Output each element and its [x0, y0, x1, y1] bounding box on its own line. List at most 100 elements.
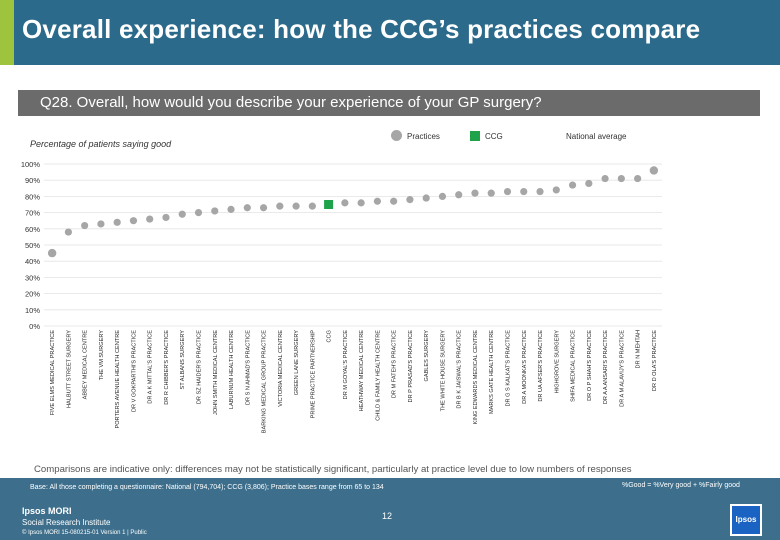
x-tick-label: VICTORIA MEDICAL CENTRE: [278, 330, 284, 407]
practice-dot: [64, 228, 72, 236]
brand-subname: Social Research Institute: [22, 518, 111, 527]
practice-dot: [194, 209, 203, 217]
y-tick-label: 50%: [25, 241, 40, 250]
x-tick-label: DR O P SHAH'S PRACTICE: [587, 330, 593, 401]
x-tick-label: ST ALBANS SURGERY: [180, 330, 186, 390]
legend-practices-label: Practices: [407, 132, 440, 141]
x-tick-label: PORTERS AVENUE HEALTH CENTRE: [115, 330, 121, 429]
practice-dot: [503, 187, 512, 196]
x-tick-label: PRIME PRACTICE PARTNERSHIP: [310, 330, 316, 419]
practice-dot: [113, 218, 121, 226]
practice-dot: [634, 174, 642, 183]
x-tick-label: BARKING MEDICAL GROUP PRACTICE: [262, 330, 268, 433]
practice-markers: [47, 166, 659, 258]
legend-national-label: National average: [566, 132, 627, 141]
x-tick-label: DR A K MITTAL'S PRACTICE: [148, 330, 154, 404]
legend-ccg-marker: [470, 131, 480, 141]
x-tick-label: DR R CHIBBER'S PRACTICE: [164, 330, 170, 405]
practice-comparison-chart: 0% 10% 20% 30% 40% 50% 60% 70% 80% 90% 100% FIVE E…: [21, 160, 662, 433]
accent-stripe: [0, 0, 14, 65]
x-tick-label: GREEN LANE SURGERY: [294, 330, 300, 395]
y-tick-label: 80%: [25, 192, 40, 201]
legend-practices-marker: [391, 130, 402, 141]
practice-dot: [455, 191, 463, 199]
ipsos-logo: Ipsos: [730, 504, 762, 536]
practice-dot: [129, 217, 138, 225]
practice-dot: [276, 202, 284, 210]
practice-dot: [292, 202, 300, 210]
practice-dot: [341, 199, 349, 207]
question-text: Q28. Overall, how would you describe you…: [40, 94, 542, 111]
y-tick-label: 40%: [25, 257, 40, 266]
practice-dot: [438, 192, 447, 200]
x-tick-label: HALBUTT STREET SURGERY: [66, 330, 72, 408]
practice-dot: [649, 166, 659, 175]
title-banner: Overall experience: how the CCG’s practi…: [0, 0, 780, 65]
x-tick-label: CCG: [327, 330, 333, 342]
x-tick-label: DR V GOKPARTHI'S PRACTICE: [131, 330, 137, 412]
practice-dot: [520, 187, 528, 196]
x-tick-label: DR M FATEH'S PRACTICE: [392, 330, 398, 398]
y-tick-label: 0%: [29, 322, 40, 331]
practice-dot: [81, 221, 89, 230]
practice-dot: [617, 174, 625, 183]
brand-name: Ipsos MORI: [22, 506, 72, 516]
practice-dot: [259, 204, 268, 212]
practice-dot: [146, 215, 154, 223]
x-tick-label: DR UA AFSER'S PRACTICE: [538, 330, 544, 402]
y-tick-label: 10%: [25, 306, 40, 315]
practice-dot: [406, 196, 414, 204]
y-tick-label: 90%: [25, 176, 40, 185]
x-tick-label: HEATHWAY MEDICAL CENTRE: [359, 330, 365, 412]
x-tick-label: DR A M ALAVIJY'S PRACTICE: [619, 330, 625, 407]
y-tick-label: 30%: [25, 273, 40, 282]
legend-ccg-label: CCG: [485, 132, 503, 141]
y-tick-label: 20%: [25, 290, 40, 299]
x-tick-label: KING EDWARDS MEDICAL CENTRE: [473, 330, 479, 425]
practice-dot: [308, 202, 316, 210]
practice-dot: [178, 210, 186, 218]
footer-bar: Base: All those completing a questionnai…: [0, 478, 780, 540]
practice-dot: [390, 197, 398, 205]
comparison-note: Comparisons are indicative only: differe…: [34, 464, 632, 475]
x-tick-label: HIGHGROVE SURGERY: [554, 330, 560, 394]
x-tick-label: DR N MEHTAH: [636, 330, 642, 368]
practice-dot: [47, 248, 57, 258]
practice-dot: [585, 179, 593, 188]
x-tick-label: ABBEY MEDICAL CENTRE: [83, 330, 89, 400]
ccg-marker: [324, 200, 334, 209]
practice-dot: [357, 199, 365, 207]
x-tick-label: DR A MOONKA'S PRACTICE: [522, 330, 528, 404]
practice-dot: [243, 204, 251, 212]
practice-dot: [373, 197, 381, 205]
x-tick-label: CHILD & FAMILY HEALTH CENTRE: [375, 330, 381, 421]
x-tick-label: DR B K JAISWAL'S PRACTICE: [457, 330, 463, 409]
y-tick-label: 100%: [21, 160, 41, 169]
x-tick-label: JOHN SMITH MEDICAL CENTRE: [213, 330, 219, 415]
y-tick-label: 60%: [25, 225, 40, 234]
x-tick-label: SHIFA MEDICAL PRACTICE: [571, 330, 577, 402]
x-tick-label: DR SZ HAIDER'S PRACTICE: [197, 330, 203, 404]
y-axis-grid: 0% 10% 20% 30% 40% 50% 60% 70% 80% 90% 100%: [21, 160, 662, 331]
base-text: Base: All those completing a questionnai…: [30, 484, 384, 491]
page-number: 12: [382, 511, 393, 521]
x-tick-label: MARKS GATE HEALTH CENTRE: [489, 330, 495, 414]
copyright-text: © Ipsos MORI 15-080215-01 Version 1 | Pu…: [22, 530, 147, 536]
practice-dot: [471, 189, 479, 197]
y-tick-label: 70%: [25, 209, 40, 218]
practice-dot: [536, 187, 544, 196]
practice-dot: [487, 189, 495, 197]
practice-dot: [211, 207, 219, 215]
x-tick-label: FIVE ELMS MEDICAL PRACTICE: [50, 330, 56, 416]
practice-dot: [601, 174, 609, 183]
x-tick-label: DR P PRASAD'S PRACTICE: [408, 330, 414, 403]
x-tick-label: THE VM SURGERY: [99, 330, 105, 381]
practice-dot: [227, 205, 235, 213]
chart-subtitle: Percentage of patients saying good: [30, 139, 172, 149]
practice-dot: [97, 220, 105, 228]
page-title: Overall experience: how the CCG’s practi…: [22, 14, 701, 44]
x-tick-label: DR A A ANSARI'S PRACTICE: [603, 330, 609, 404]
x-tick-label: DR S N AHMAD'S PRACTICE: [245, 330, 251, 405]
x-tick-label: LABURNUM HEALTH CENTRE: [229, 330, 235, 409]
good-definition: %Good = %Very good + %Fairly good: [622, 482, 740, 489]
